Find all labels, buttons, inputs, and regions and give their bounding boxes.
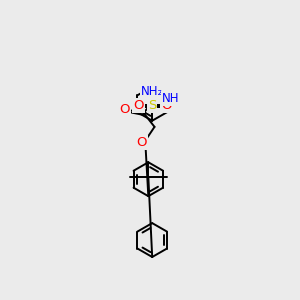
Text: S: S xyxy=(148,99,156,112)
Text: O: O xyxy=(161,99,171,112)
Text: O: O xyxy=(133,99,143,112)
Text: O: O xyxy=(136,136,147,149)
Text: NH: NH xyxy=(161,92,179,105)
Text: NH₂: NH₂ xyxy=(141,85,163,98)
Text: O: O xyxy=(119,103,130,116)
